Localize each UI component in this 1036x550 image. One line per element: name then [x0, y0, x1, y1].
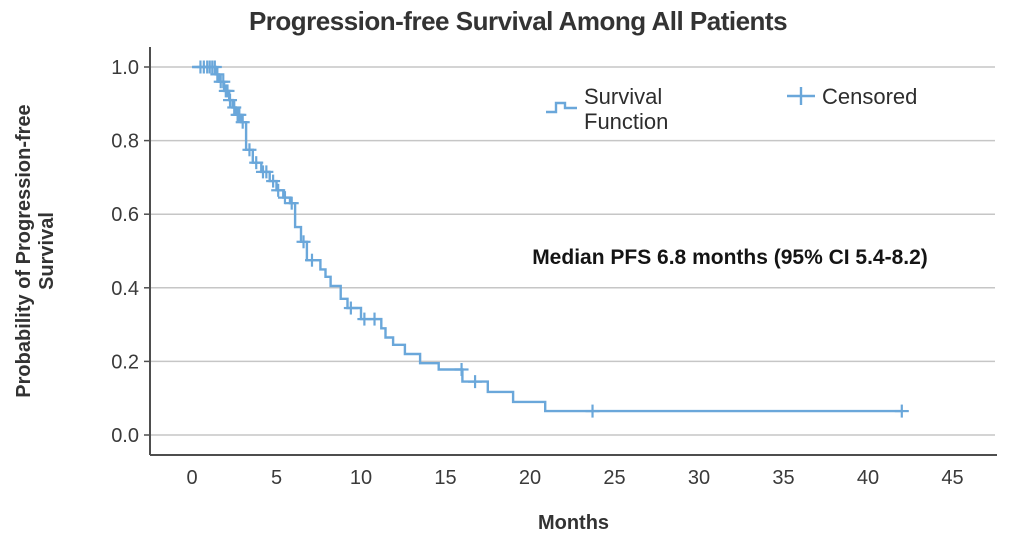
y-tick-label: 0.2: [111, 351, 139, 373]
x-tick-label: 30: [688, 467, 710, 489]
legend-label-censored: Censored: [822, 84, 918, 109]
legend-survival-line1: Survival: [584, 84, 663, 109]
survival-function-curve: [192, 65, 902, 413]
x-tick-label: 15: [434, 467, 456, 489]
x-tick-label: 10: [350, 467, 372, 489]
x-tick-label: 0: [186, 467, 197, 489]
x-tick-label: 45: [941, 467, 963, 489]
median-pfs-annotation: Median PFS 6.8 months (95% CI 5.4-8.2): [532, 246, 928, 269]
censored-legend-icon: [787, 87, 815, 105]
x-tick-label: 25: [603, 467, 625, 489]
legend-label-survival-function: Survival Function: [584, 84, 668, 134]
y-tick-label: 0.6: [111, 204, 139, 226]
y-tick-label: 0.0: [111, 425, 139, 447]
x-tick-label: 40: [857, 467, 879, 489]
y-tick-label: 0.8: [111, 131, 139, 153]
x-tick-label: 35: [772, 467, 794, 489]
legend-survival-line2: Function: [584, 109, 669, 134]
x-tick-label: 20: [519, 467, 541, 489]
y-tick-label: 1.0: [111, 57, 139, 79]
y-tick-label: 0.4: [111, 278, 139, 300]
survival-function-legend-icon: [546, 101, 577, 114]
chart-title: Progression-free Survival Among All Pati…: [248, 6, 788, 36]
x-tick-label: 5: [271, 467, 282, 489]
x-axis-label: Months: [537, 512, 610, 534]
